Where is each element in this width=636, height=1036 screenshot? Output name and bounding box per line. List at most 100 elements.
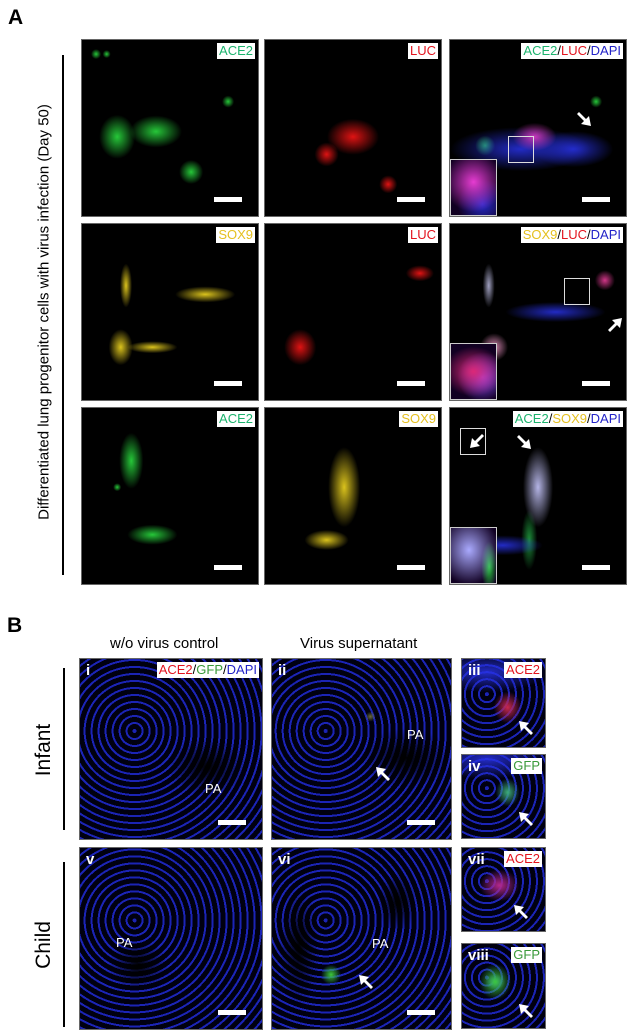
zoom-region-box	[508, 136, 534, 163]
arrow-icon	[517, 810, 535, 828]
channel-name: SOX9	[522, 227, 558, 242]
panel-a-row-2-col-3-image: SOX9/LUC/DAPI	[449, 223, 627, 401]
scale-bar	[582, 565, 610, 570]
row-label-infant: Infant	[32, 723, 55, 777]
row-label-child: Child	[32, 921, 55, 969]
panel-b-iii-image: iii ACE2	[461, 658, 546, 748]
channel-label: SOX9	[216, 227, 255, 243]
arrow-icon	[357, 973, 375, 991]
channel-label: LUC	[407, 43, 438, 59]
channel-name: LUC	[561, 43, 588, 58]
channel-name: ACE2	[219, 43, 253, 58]
channel-separator: /	[192, 662, 197, 677]
panel-a-row-2-col-2-image: LUC	[264, 223, 442, 401]
channel-name: ACE2	[219, 411, 253, 426]
channel-name: ACE2	[514, 411, 549, 426]
zoom-region-box	[460, 428, 486, 455]
channel-separator: /	[223, 662, 227, 677]
arrow-icon	[374, 765, 392, 783]
channel-separator: /	[587, 43, 591, 58]
panel-a-bracket-line	[62, 55, 64, 575]
channel-name: LUC	[409, 227, 436, 242]
channel-separator: /	[557, 227, 562, 242]
child-bracket-line	[63, 862, 65, 1027]
channel-name: GFP	[196, 662, 224, 677]
panel-numeral: iv	[468, 758, 481, 775]
channel-label: ACE2	[217, 411, 255, 427]
panel-b-iv-image: iv GFP	[461, 754, 546, 839]
panel-b-i-image: i ACE2/GFP/DAPI PA	[79, 658, 263, 840]
panel-numeral: v	[86, 851, 95, 868]
panel-numeral: vi	[278, 851, 291, 868]
channel-separator: /	[557, 43, 562, 58]
panel-b-vi-image: vi PA	[271, 847, 452, 1030]
panel-numeral: viii	[468, 947, 489, 964]
panel-b-ii-image: ii PA	[271, 658, 452, 840]
scale-bar	[214, 381, 242, 386]
panel-a-row-3-col-1-image: ACE2	[81, 407, 259, 585]
arrow-icon	[512, 903, 530, 921]
channel-separator: /	[587, 227, 591, 242]
channel-name: LUC	[561, 227, 588, 242]
scale-bar	[407, 820, 435, 825]
arrow-icon	[606, 316, 624, 334]
channel-name: LUC	[409, 43, 436, 58]
channel-name: DAPI	[226, 662, 257, 677]
channel-name: GFP	[513, 758, 540, 773]
channel-label: ACE2/LUC/DAPI	[521, 43, 623, 59]
scale-bar	[407, 1010, 435, 1015]
scale-bar	[218, 820, 246, 825]
arrow-icon	[517, 719, 535, 737]
channel-label: SOX9	[399, 411, 438, 427]
zoom-inset	[450, 527, 497, 584]
panel-a-row-3-col-3-image: ACE2/SOX9/DAPI	[449, 407, 627, 585]
channel-name: ACE2	[523, 43, 558, 58]
pa-label: PA	[205, 781, 222, 796]
channel-label: ACE2/SOX9/DAPI	[512, 411, 623, 427]
channel-label: ACE2	[217, 43, 255, 59]
arrow-icon	[517, 1002, 535, 1020]
panel-b-viii-image: viii GFP	[461, 943, 546, 1029]
infant-bracket-line	[63, 668, 65, 830]
panel-numeral: vii	[468, 851, 485, 868]
zoom-inset	[450, 159, 497, 216]
scale-bar	[397, 381, 425, 386]
panel-numeral: i	[86, 662, 91, 679]
scale-bar	[397, 565, 425, 570]
channel-name: ACE2	[506, 851, 540, 866]
column-header-virus: Virus supernatant	[300, 635, 418, 652]
pa-label: PA	[407, 727, 424, 742]
panel-a-row-2-col-1-image: SOX9	[81, 223, 259, 401]
panel-a-row-3-col-2-image: SOX9	[264, 407, 442, 585]
zoom-region-box	[564, 278, 590, 305]
panel-b-v-image: v PA	[79, 847, 263, 1030]
channel-separator: /	[548, 411, 553, 426]
panel-a-side-label: Differentiated lung progenitor cells wit…	[35, 104, 53, 520]
channel-name: SOX9	[401, 411, 436, 426]
channel-label: LUC	[407, 227, 438, 243]
channel-name: DAPI	[590, 227, 621, 242]
channel-name: DAPI	[590, 411, 621, 426]
channel-label: GFP	[511, 758, 542, 774]
channel-name: ACE2	[158, 662, 193, 677]
panel-numeral: ii	[278, 662, 287, 679]
channel-separator: /	[587, 411, 591, 426]
arrow-icon	[575, 110, 593, 128]
channel-label: ACE2/GFP/DAPI	[156, 662, 259, 678]
channel-label: SOX9/LUC/DAPI	[520, 227, 623, 243]
channel-name: GFP	[513, 947, 540, 962]
scale-bar	[218, 1010, 246, 1015]
panel-b-label: B	[7, 614, 23, 637]
channel-name: ACE2	[506, 662, 540, 677]
channel-name: SOX9	[552, 411, 588, 426]
panel-a-row-1-col-1-image: ACE2	[81, 39, 259, 217]
channel-label: GFP	[511, 947, 542, 963]
scale-bar	[397, 197, 425, 202]
pa-label: PA	[372, 936, 389, 951]
channel-label: ACE2	[504, 851, 542, 867]
panel-a-row-1-col-3-image: ACE2/LUC/DAPI	[449, 39, 627, 217]
column-header-control: w/o virus control	[110, 635, 219, 652]
pa-label: PA	[116, 935, 133, 950]
scale-bar	[214, 197, 242, 202]
